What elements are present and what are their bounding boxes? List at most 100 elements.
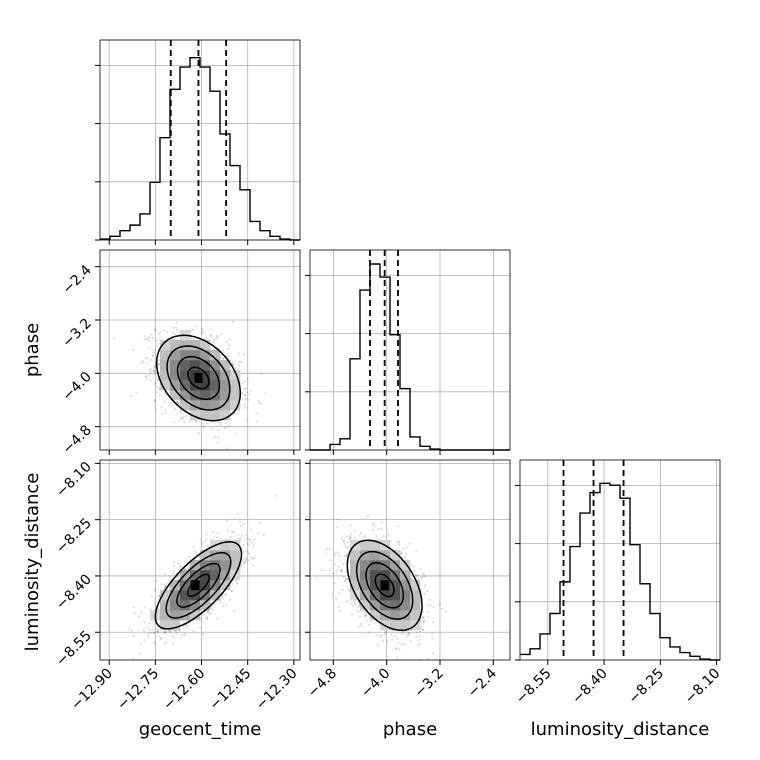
scatter-point xyxy=(163,572,166,575)
scatter-point xyxy=(244,387,247,390)
scatter-point xyxy=(183,632,186,635)
scatter-point xyxy=(344,554,347,557)
scatter-point xyxy=(199,539,202,542)
scatter-point xyxy=(336,568,339,572)
scatter-point xyxy=(148,369,151,372)
y-tick-label-luminosity-distance: −8.55 xyxy=(53,628,95,670)
density-cell xyxy=(170,370,181,381)
scatter-point xyxy=(240,534,243,537)
y-tick-label-luminosity-distance: −8.40 xyxy=(53,571,95,613)
scatter-point xyxy=(364,612,367,615)
scatter-point xyxy=(351,613,354,616)
scatter-point xyxy=(147,635,150,638)
scatter-point xyxy=(408,632,411,635)
scatter-point xyxy=(155,391,159,394)
scatter-point xyxy=(379,633,383,636)
scatter-point xyxy=(210,538,214,541)
scatter-point xyxy=(166,337,169,340)
scatter-point xyxy=(340,570,343,573)
scatter-point xyxy=(164,411,167,414)
density-cell xyxy=(180,370,191,381)
scatter-point xyxy=(171,642,174,645)
scatter-point xyxy=(212,609,215,612)
scatter-point xyxy=(233,363,236,366)
scatter-point xyxy=(414,574,417,577)
scatter-point xyxy=(351,605,354,608)
scatter-point xyxy=(357,625,360,628)
scatter-point xyxy=(157,362,160,365)
scatter-point xyxy=(153,587,157,591)
scatter-point xyxy=(402,547,405,551)
density-cell xyxy=(210,370,221,381)
scatter-point xyxy=(157,607,160,611)
mode-marker xyxy=(194,373,203,383)
density-cell xyxy=(190,400,201,411)
scatter-point xyxy=(389,633,393,636)
scatter-point xyxy=(252,544,255,547)
scatter-point xyxy=(210,605,213,608)
scatter-point xyxy=(227,347,230,350)
scatter-point xyxy=(370,620,373,623)
scatter-point xyxy=(259,521,262,524)
scatter-point xyxy=(242,557,245,560)
scatter-point xyxy=(397,641,400,644)
scatter-point xyxy=(249,538,252,542)
scatter-point xyxy=(158,634,161,637)
scatter-point xyxy=(353,529,357,533)
density-cell xyxy=(160,370,171,381)
density-cell xyxy=(180,360,191,371)
scatter-point xyxy=(438,603,441,606)
scatter-point xyxy=(245,391,248,394)
scatter-point xyxy=(240,537,243,540)
scatter-point xyxy=(432,606,435,609)
scatter-point xyxy=(164,585,167,588)
scatter-point xyxy=(184,415,187,418)
scatter-point xyxy=(275,494,278,497)
scatter-point xyxy=(208,613,211,616)
scatter-point xyxy=(153,399,156,403)
density-cell xyxy=(190,570,201,581)
scatter-point xyxy=(190,336,193,339)
scatter-point xyxy=(334,554,337,557)
scatter-point xyxy=(400,633,403,636)
density-cell xyxy=(180,340,191,351)
density-cell xyxy=(230,560,241,571)
scatter-point xyxy=(243,403,246,407)
density-cell xyxy=(170,580,181,591)
scatter-point xyxy=(206,617,209,620)
scatter-point xyxy=(342,575,345,578)
x-tick-label-geocent-time: −12.75 xyxy=(114,666,162,714)
scatter-point xyxy=(325,552,328,555)
scatter-point xyxy=(337,565,340,568)
scatter-point xyxy=(174,407,177,411)
scatter-point xyxy=(148,622,151,625)
density-cell xyxy=(170,340,181,351)
scatter-point xyxy=(143,335,146,338)
scatter-geocent-time-phase-contours xyxy=(155,334,242,422)
scatter-point xyxy=(216,335,219,338)
scatter-point xyxy=(358,534,361,537)
density-cell xyxy=(210,590,221,601)
scatter-point xyxy=(346,541,349,544)
scatter-point xyxy=(399,552,403,556)
scatter-point xyxy=(417,574,420,577)
scatter-point xyxy=(151,354,154,357)
scatter-point xyxy=(157,363,160,366)
scatter-point xyxy=(328,569,331,572)
scatter-point xyxy=(398,540,401,543)
scatter-point xyxy=(135,391,138,394)
contour-level xyxy=(186,573,210,597)
scatter-point xyxy=(429,604,432,607)
hist-phase-ticks xyxy=(305,274,494,455)
scatter-point xyxy=(421,616,424,619)
y-tick-label-luminosity-distance: −8.25 xyxy=(53,515,95,557)
y-tick-label-phase: −4.0 xyxy=(59,369,94,404)
scatter-point xyxy=(336,551,339,554)
scatter-point xyxy=(407,634,410,637)
scatter-point xyxy=(173,337,176,340)
y-tick-label-phase: −4.8 xyxy=(59,422,94,457)
scatter-point xyxy=(418,638,421,641)
scatter-point xyxy=(243,550,246,553)
scatter-point xyxy=(230,535,233,539)
scatter-point xyxy=(225,519,229,522)
